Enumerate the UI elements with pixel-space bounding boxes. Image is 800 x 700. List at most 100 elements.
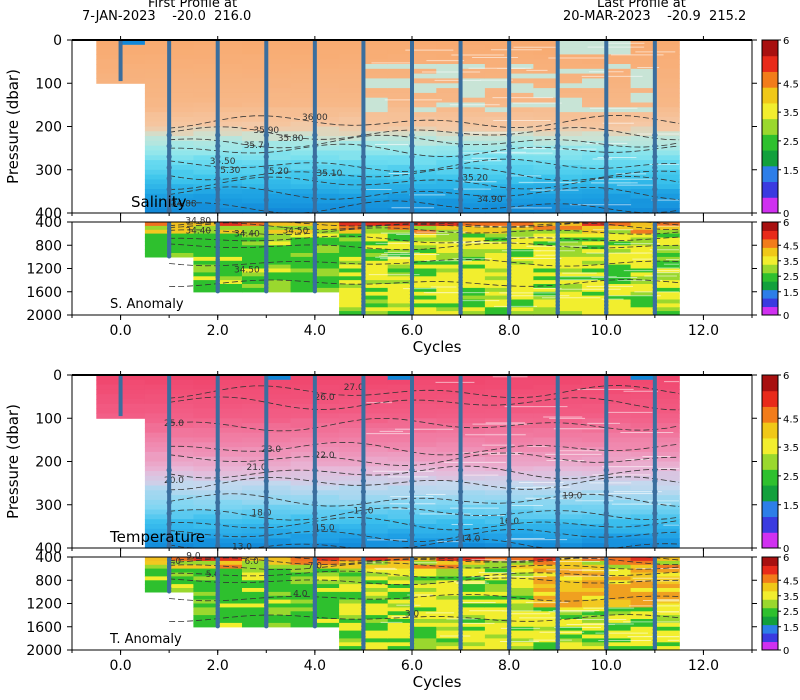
heatmap-cell [96, 73, 122, 79]
heatmap-cell [557, 580, 583, 585]
heatmap-cell [387, 432, 413, 439]
heatmap-cell [533, 615, 559, 620]
profile-sample [361, 281, 366, 287]
heatmap-cell [436, 40, 462, 46]
heatmap-cell [412, 514, 437, 520]
heatmap-cell [412, 40, 437, 46]
heatmap-cell [387, 264, 413, 270]
profile-sample [409, 637, 415, 643]
profile-sample [604, 254, 609, 259]
heatmap-cell [242, 189, 267, 195]
heatmap-cell [266, 490, 292, 496]
heatmap-cell [412, 193, 437, 200]
heatmap-cell [387, 184, 413, 190]
heatmap-cell [387, 54, 413, 60]
heatmap-cell [266, 543, 292, 549]
heatmap-cell [217, 92, 243, 99]
profile-sample [604, 610, 609, 615]
heatmap-cell [582, 394, 607, 400]
colorbar-segment [762, 390, 778, 407]
profile-sample [555, 489, 561, 495]
heatmap-cell [144, 40, 170, 46]
heatmap-cell [193, 437, 219, 443]
heatmap-cell [290, 456, 316, 463]
heatmap-cell [436, 514, 462, 520]
heatmap-cell [363, 634, 389, 639]
heatmap-cell [412, 466, 437, 472]
heatmap-cell [387, 140, 413, 147]
profile-sample [215, 568, 220, 573]
heatmap-cell [654, 287, 680, 293]
heatmap-cell [557, 160, 583, 166]
heatmap-cell [436, 284, 462, 289]
heatmap-cell [363, 203, 389, 209]
heatmap-cell [460, 461, 486, 467]
profile-sample [263, 132, 269, 138]
heatmap-cell [582, 83, 607, 89]
heatmap-cell [193, 603, 219, 608]
profile-sample [603, 208, 609, 214]
heatmap-cell [266, 272, 292, 277]
heatmap-cell [484, 49, 510, 55]
heatmap-cell [363, 253, 389, 258]
heatmap-cell [193, 208, 219, 214]
heatmap-cell [339, 485, 364, 491]
profile-sample [652, 543, 658, 549]
profile-sample [458, 254, 463, 259]
heatmap-cell [169, 233, 194, 239]
heatmap-cell [387, 83, 413, 89]
heatmap-cell [363, 466, 389, 472]
heatmap-cell [630, 480, 656, 487]
contour-line [169, 279, 680, 287]
heatmap-cell [266, 136, 292, 142]
profile-sample [652, 233, 658, 238]
heatmap-cell [484, 588, 510, 593]
heatmap-cell [630, 595, 656, 601]
heatmap-cell [96, 389, 122, 395]
profile-sample [555, 306, 560, 311]
heatmap-cell [193, 475, 219, 482]
heatmap-cell [193, 121, 219, 128]
heatmap-cell [582, 403, 607, 410]
heatmap-cell [630, 533, 656, 539]
profile-sample [506, 478, 512, 484]
heatmap-cell [169, 164, 194, 171]
heatmap-cell [193, 528, 219, 535]
heatmap-cell [144, 198, 170, 204]
profile-sample [263, 143, 269, 149]
heatmap-cell [144, 140, 170, 147]
profile-sample [409, 257, 415, 262]
profile-sample [458, 630, 463, 636]
heatmap-cell [290, 576, 316, 581]
heatmap-cell [630, 490, 656, 496]
heatmap-cell [339, 642, 364, 647]
heatmap-cell [654, 160, 680, 166]
heatmap-cell [339, 375, 364, 381]
heatmap-cell [266, 40, 292, 46]
heatmap-cell [509, 303, 534, 308]
heatmap-cell [412, 564, 437, 570]
profile-sample [457, 532, 464, 538]
heatmap-cell [290, 442, 316, 448]
heatmap-cell [339, 116, 364, 123]
heatmap-cell [217, 447, 243, 453]
heatmap-cell [314, 461, 340, 467]
heatmap-cell [266, 64, 292, 70]
profile-sample [603, 543, 609, 549]
y-tick-label: 400 [35, 541, 62, 557]
heatmap-cell [363, 475, 389, 482]
heatmap-cell [557, 68, 583, 75]
heatmap-cell [606, 203, 632, 209]
heatmap-cell [509, 256, 534, 262]
heatmap-cell [412, 203, 437, 209]
profile-sample [215, 499, 221, 506]
heatmap-cell [533, 543, 559, 549]
heatmap-cell [436, 54, 462, 60]
profile-sample [312, 599, 318, 604]
heatmap-cell [557, 564, 583, 570]
heatmap-cell [460, 233, 486, 239]
heatmap-cell [509, 92, 534, 99]
profile-sample [458, 634, 463, 639]
heatmap-cell [314, 164, 340, 171]
profile-sample [166, 250, 172, 256]
